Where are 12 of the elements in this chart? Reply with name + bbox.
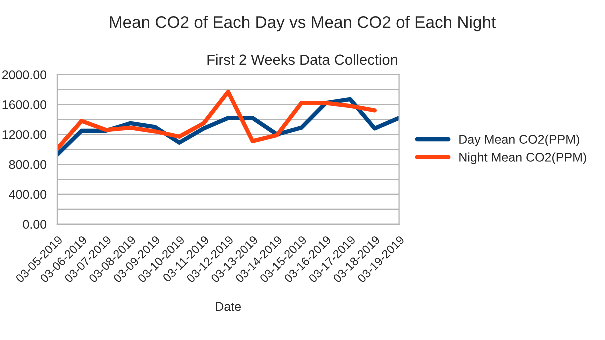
y-tick-label: 400.00 <box>9 190 47 200</box>
line-series <box>57 90 377 151</box>
y-tick-label: 1200.00 <box>2 130 47 140</box>
y-tick-label: 800.00 <box>9 160 47 170</box>
legend-label: Night Mean CO2(PPM) <box>460 152 586 164</box>
legend-label: Day Mean CO2(PPM) <box>460 134 580 146</box>
chart-title: Mean CO2 of Each Day vs Mean CO2 of Each Night <box>110 16 496 32</box>
y-tick-label: 2000.00 <box>2 70 47 80</box>
y-tick-label: 0.00 <box>23 220 47 230</box>
x-axis-title: Date <box>216 302 242 312</box>
y-tick-label: 1600.00 <box>2 100 47 110</box>
chart-subtitle: First 2 Weeks Data Collection <box>208 54 398 66</box>
